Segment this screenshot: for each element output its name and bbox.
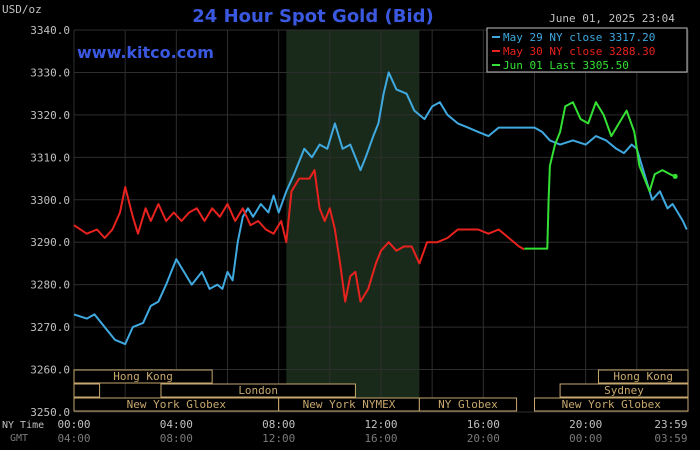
- gmt-tick: 12:00: [262, 432, 295, 445]
- session-bar: [73, 383, 101, 398]
- session-bar: [73, 369, 213, 384]
- y-tick-label: 3340.0: [30, 24, 70, 37]
- series-line-0: [73, 71, 688, 346]
- session-label: New York NYMEX: [303, 398, 396, 411]
- y-tick-label: 3320.0: [30, 109, 70, 122]
- session-label: NY Globex: [438, 398, 498, 411]
- ny-time-tick: 23:59: [654, 418, 687, 431]
- gmt-tick: 04:00: [57, 432, 90, 445]
- last-price-marker: [672, 173, 678, 179]
- session-label: New York Globex: [562, 398, 662, 411]
- session-bar: [534, 397, 689, 412]
- y-tick-label: 3280.0: [30, 279, 70, 292]
- legend-box: [486, 27, 688, 73]
- datetime-label: June 01, 2025 23:04: [549, 12, 675, 25]
- legend-entry: May 30 NY close 3288.30: [503, 45, 655, 58]
- legend-entry: Jun 01 Last 3305.50: [503, 59, 629, 72]
- chart-title: 24 Hour Spot Gold (Bid): [192, 6, 433, 27]
- y-tick-label: 3290.0: [30, 236, 70, 249]
- ny-time-tick: 12:00: [364, 418, 397, 431]
- price-series: [73, 71, 688, 346]
- session-bar: [160, 383, 356, 398]
- y-tick-label: 3310.0: [30, 151, 70, 164]
- y-tick-label: 3330.0: [30, 66, 70, 79]
- session-label: London: [238, 384, 278, 397]
- session-bar: [418, 397, 518, 412]
- series-line-2: [524, 101, 676, 250]
- gmt-tick: 16:00: [364, 432, 397, 445]
- y-tick-label: 3250.0: [30, 406, 70, 419]
- ny-time-tick: 04:00: [160, 418, 193, 431]
- ny-time-tick: 20:00: [569, 418, 602, 431]
- y-tick-label: 3270.0: [30, 321, 70, 334]
- ny-time-tick: 16:00: [467, 418, 500, 431]
- gmt-tick: 20:00: [467, 432, 500, 445]
- ny-time-tick: 00:00: [57, 418, 90, 431]
- session-label: New York Globex: [127, 398, 227, 411]
- gmt-label: GMT: [10, 433, 28, 444]
- gmt-tick: 08:00: [160, 432, 193, 445]
- y-tick-label: 3300.0: [30, 194, 70, 207]
- session-label: Hong Kong: [113, 370, 173, 383]
- y-tick-label: 3260.0: [30, 364, 70, 377]
- brand-watermark: www.kitco.com: [77, 43, 214, 62]
- series-line-1: [73, 169, 525, 303]
- session-bar: [597, 369, 689, 384]
- session-label: Sydney: [604, 384, 644, 397]
- session-bar: [559, 383, 689, 398]
- session-label: Hong Kong: [613, 370, 673, 383]
- ny-time-tick: 08:00: [262, 418, 295, 431]
- gmt-tick: 00:00: [569, 432, 602, 445]
- legend-entry: May 29 NY close 3317.20: [503, 31, 655, 44]
- gridlines: [73, 29, 689, 413]
- nymex-highlight-band: [286, 30, 420, 412]
- y-axis: 3250.0 3260.0 3270.0 3280.0 3290.0 3300.0 3310…: [30, 24, 70, 419]
- ny-time-label: NY Time: [2, 420, 44, 431]
- gmt-tick: 03:59: [654, 432, 687, 445]
- unit-label: USD/oz: [2, 3, 42, 16]
